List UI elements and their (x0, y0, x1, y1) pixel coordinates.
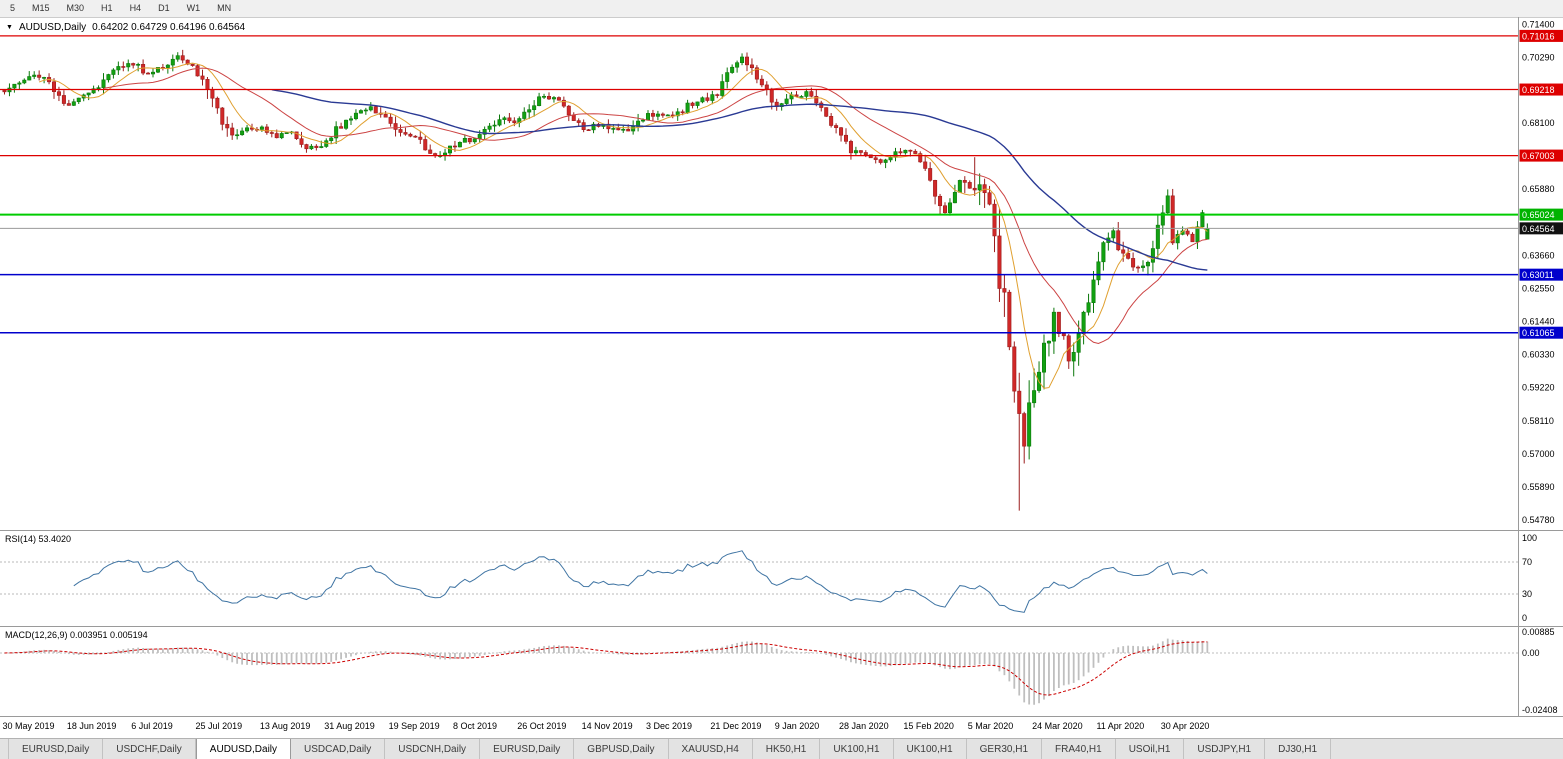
candlesticks (3, 50, 1209, 511)
date-label: 8 Oct 2019 (453, 721, 497, 731)
date-label: 21 Dec 2019 (710, 721, 761, 731)
svg-text:0.54780: 0.54780 (1522, 515, 1555, 525)
timeframe-button-h4[interactable]: H4 (122, 0, 150, 17)
svg-text:70: 70 (1522, 557, 1532, 567)
svg-text:0.59220: 0.59220 (1522, 383, 1555, 393)
svg-text:0.62550: 0.62550 (1522, 283, 1555, 293)
date-label: 14 Nov 2019 (582, 721, 633, 731)
macd-label: MACD(12,26,9) 0.003951 0.005194 (5, 630, 148, 640)
timeframe-button-mn[interactable]: MN (209, 0, 239, 17)
date-label: 26 Oct 2019 (517, 721, 566, 731)
rsi-panel[interactable]: 100 70 30 0 (0, 530, 1563, 626)
level-price-badge: 0.71016 (1520, 30, 1563, 42)
chart-title: ▼ AUDUSD,Daily 0.64202 0.64729 0.64196 0… (6, 22, 245, 33)
level-price-badge: 0.67003 (1520, 150, 1563, 162)
svg-text:0.00: 0.00 (1522, 648, 1540, 658)
svg-text:0.69218: 0.69218 (1522, 85, 1555, 95)
chart-tab-usdcnh-daily[interactable]: USDCNH,Daily (385, 739, 480, 759)
date-label: 13 Aug 2019 (260, 721, 311, 731)
svg-text:0.57000: 0.57000 (1522, 449, 1555, 459)
date-label: 18 Jun 2019 (67, 721, 117, 731)
date-label: 6 Jul 2019 (131, 721, 173, 731)
svg-text:0.68100: 0.68100 (1522, 118, 1555, 128)
chart-tab-fra40-h1[interactable]: FRA40,H1 (1042, 739, 1116, 759)
level-price-badge: 0.63011 (1520, 269, 1563, 281)
horizontal-level-lines[interactable] (0, 36, 1519, 333)
svg-text:0.00885: 0.00885 (1522, 627, 1555, 637)
chart-tab-usdcad-daily[interactable]: USDCAD,Daily (291, 739, 385, 759)
date-label: 30 Apr 2020 (1161, 721, 1210, 731)
macd-panel[interactable]: 0.00885 0.00 -0.02408 (0, 626, 1563, 716)
chart-tab-usoil-h1[interactable]: USOil,H1 (1116, 739, 1185, 759)
svg-text:0.71400: 0.71400 (1522, 19, 1555, 29)
level-price-badge: 0.65024 (1520, 209, 1563, 221)
svg-text:0.65880: 0.65880 (1522, 184, 1555, 194)
date-label: 25 Jul 2019 (196, 721, 243, 731)
svg-text:0: 0 (1522, 613, 1527, 623)
svg-text:0.60330: 0.60330 (1522, 350, 1555, 360)
svg-text:0.64564: 0.64564 (1522, 224, 1555, 234)
date-label: 11 Apr 2020 (1096, 721, 1144, 731)
date-label: 19 Sep 2019 (389, 721, 440, 731)
chart-tab-xauusd-h4[interactable]: XAUUSD,H4 (669, 739, 753, 759)
level-price-badge: 0.69218 (1520, 84, 1563, 96)
svg-text:0.65024: 0.65024 (1522, 210, 1555, 220)
rsi-label: RSI(14) 53.4020 (5, 534, 71, 544)
date-label: 28 Jan 2020 (839, 721, 889, 731)
timeframe-button-d1[interactable]: D1 (150, 0, 178, 17)
date-label: 15 Feb 2020 (903, 721, 954, 731)
timeframe-button-5[interactable]: 5 (2, 0, 23, 17)
dropdown-arrow-icon[interactable]: ▼ (6, 24, 13, 31)
chart-tab-dj30-h1[interactable]: DJ30,H1 (1265, 739, 1331, 759)
macd-signal-line (5, 642, 1208, 695)
svg-text:0.61440: 0.61440 (1522, 317, 1555, 327)
chart-tab-eurusd-daily[interactable]: EURUSD,Daily (8, 739, 103, 759)
chart-tab-eurusd-daily[interactable]: EURUSD,Daily (480, 739, 574, 759)
chart-tab-ger30-h1[interactable]: GER30,H1 (967, 739, 1042, 759)
time-axis[interactable]: 30 May 2019 18 Jun 2019 6 Jul 2019 25 Jul 2… (0, 716, 1563, 739)
chart-tab-hk50-h1[interactable]: HK50,H1 (753, 739, 821, 759)
level-price-badge: 0.61065 (1520, 327, 1563, 339)
date-label: 9 Jan 2020 (775, 721, 820, 731)
timeframe-button-w1[interactable]: W1 (179, 0, 209, 17)
svg-text:0.67003: 0.67003 (1522, 151, 1555, 161)
chart-tab-gbpusd-daily[interactable]: GBPUSD,Daily (574, 739, 668, 759)
timeframe-button-h1[interactable]: H1 (93, 0, 121, 17)
svg-text:0.55890: 0.55890 (1522, 482, 1555, 492)
timeframe-button-m15[interactable]: M15 (24, 0, 58, 17)
current-price-badge: 0.64564 (1520, 222, 1563, 234)
date-label: 5 Mar 2020 (968, 721, 1014, 731)
price-chart[interactable]: 0.71400 0.70290 0.68100 0.65880 0.63660 0.625… (0, 17, 1563, 530)
svg-text:0.63011: 0.63011 (1522, 270, 1554, 280)
svg-text:100: 100 (1522, 533, 1537, 543)
chart-tab-usdchf-daily[interactable]: USDCHF,Daily (103, 739, 196, 759)
moving-averages (39, 63, 1207, 388)
date-label: 24 Mar 2020 (1032, 721, 1083, 731)
rsi-line (74, 551, 1208, 613)
price-axis[interactable]: 0.71400 0.70290 0.68100 0.65880 0.63660 0.625… (1519, 17, 1563, 530)
ohlc-values: 0.64202 0.64729 0.64196 0.64564 (92, 22, 245, 33)
chart-tab-uk100-h1[interactable]: UK100,H1 (894, 739, 967, 759)
date-label: 31 Aug 2019 (324, 721, 375, 731)
date-label: 3 Dec 2019 (646, 721, 692, 731)
chart-tab-audusd-daily[interactable]: AUDUSD,Daily (196, 739, 291, 759)
svg-text:0.58110: 0.58110 (1522, 416, 1554, 426)
svg-text:30: 30 (1522, 589, 1532, 599)
macd-axis-labels: 0.00885 0.00 -0.02408 (1522, 627, 1558, 715)
svg-text:0.71016: 0.71016 (1522, 31, 1555, 41)
svg-text:0.61065: 0.61065 (1522, 328, 1555, 338)
date-label: 30 May 2019 (3, 721, 55, 731)
svg-text:0.70290: 0.70290 (1522, 53, 1555, 63)
svg-text:-0.02408: -0.02408 (1522, 705, 1558, 715)
chart-tab-usdjpy-h1[interactable]: USDJPY,H1 (1184, 739, 1265, 759)
symbol-label: AUDUSD,Daily (19, 22, 86, 33)
chart-tab-uk100-h1[interactable]: UK100,H1 (820, 739, 893, 759)
timeframe-button-m30[interactable]: M30 (59, 0, 93, 17)
svg-text:0.63660: 0.63660 (1522, 250, 1555, 260)
